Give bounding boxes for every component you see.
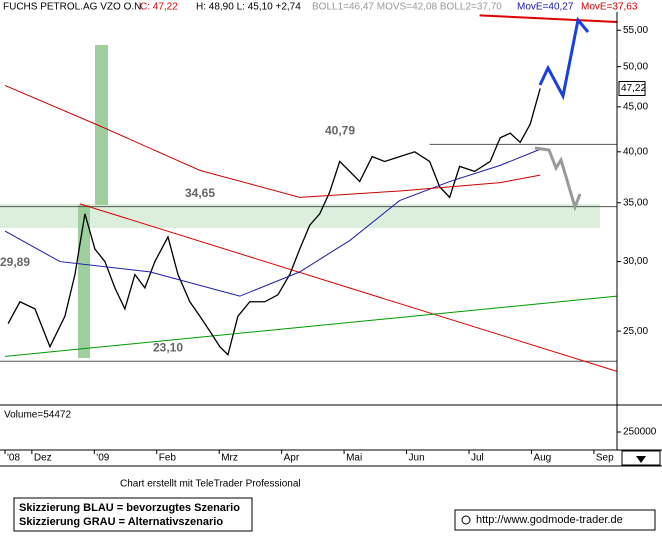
link[interactable]: http://www.godmode-trader.de: [476, 514, 623, 526]
y-tick-label: 40,00: [623, 146, 648, 157]
volume-tick-label: 250000: [623, 427, 657, 438]
y-tick-label: 55,00: [623, 25, 648, 36]
x-tick-label: Jun: [409, 453, 425, 464]
highlight-bar: [78, 205, 90, 358]
x-tick-label: '08: [7, 453, 20, 464]
legend-text: Skizzierung GRAU = Alternativszenario: [19, 516, 223, 528]
header-range: H: 48,90 L: 45,10 +2,74: [196, 2, 301, 13]
chart-title: FUCHS PETROL.AG VZO O.N.: [3, 2, 144, 13]
level-label: 29,89: [0, 255, 30, 269]
link-icon: [461, 515, 471, 525]
volume-label: Volume=54472: [4, 410, 71, 421]
y-tick-label: 25,00: [623, 326, 648, 337]
moving-average: [4, 84, 541, 198]
y-tick-label: 50,00: [623, 61, 648, 72]
last-price-box: [618, 80, 646, 96]
level-label: 40,79: [325, 124, 355, 138]
legend-box: [13, 497, 253, 532]
y-tick-label: 30,00: [623, 256, 648, 267]
support-zone: [0, 204, 600, 228]
level-label: 23,10: [153, 340, 183, 354]
x-tick-label: '09: [96, 453, 109, 464]
x-tick-label: Jul: [471, 453, 484, 464]
y-tick-label: 45,00: [623, 101, 648, 112]
x-tick-label: Aug: [533, 453, 551, 464]
trendline: [479, 14, 618, 24]
scenario-grey: [534, 146, 582, 212]
plot-area: 40,79 34,65 23,10 29,89: [0, 14, 618, 372]
header-indicators: BOLL1=46,47 MOVS=42,08 BOLL2=37,70: [312, 2, 502, 13]
legend-entry: MovE=40,27: [517, 2, 574, 13]
x-tick-label: Feb: [159, 453, 177, 464]
moving-average: [4, 148, 541, 297]
x-tick-label: Mai: [346, 453, 362, 464]
price-line: [7, 88, 541, 357]
scenario-blue: [538, 16, 590, 101]
credit: Chart erstellt mit TeleTrader Profession…: [120, 479, 301, 490]
legend-text: Skizzierung BLAU = bevorzugtes Szenario: [19, 502, 240, 514]
highlight-bar: [95, 45, 108, 205]
header-bg: [0, 0, 662, 12]
trendline: [4, 295, 618, 357]
dropdown-arrow: [636, 456, 646, 463]
last-price-label: 47,22: [621, 83, 646, 94]
x-tick-label: Mrz: [221, 453, 238, 464]
x-tick-label: Apr: [284, 453, 300, 464]
level-label: 34,65: [185, 186, 215, 200]
x-tick-label: Dez: [34, 453, 52, 464]
link-box[interactable]: [454, 509, 656, 531]
legend-entry: MovE=37,63: [581, 2, 638, 13]
y-tick-label: 35,00: [623, 197, 648, 208]
header-close: C: 47,22: [140, 2, 178, 13]
x-tick-label: Sep: [596, 453, 614, 464]
trendline: [79, 203, 618, 372]
